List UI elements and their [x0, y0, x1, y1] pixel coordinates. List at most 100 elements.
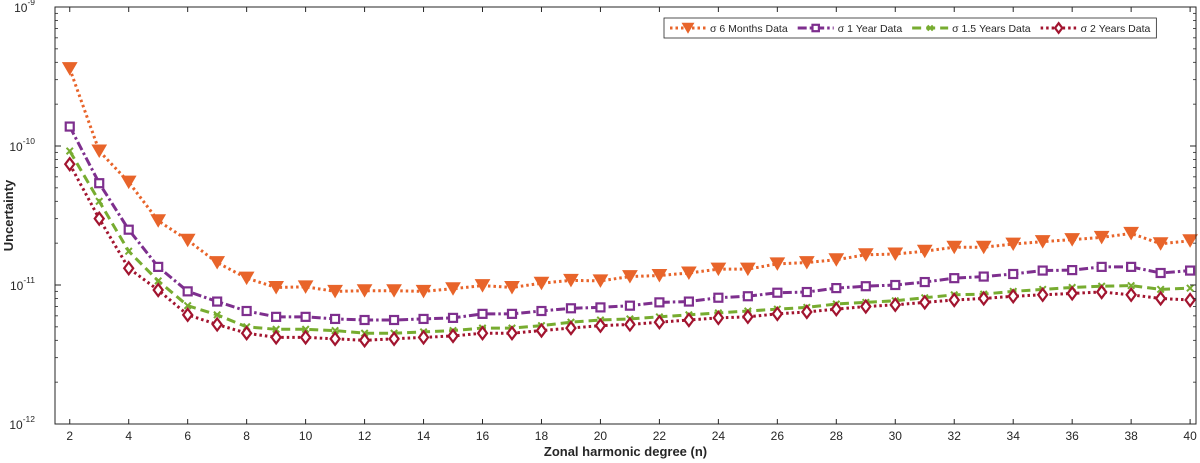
x-tick-label: 34: [1007, 429, 1021, 443]
x-tick-label: 12: [358, 429, 372, 443]
data-point: [949, 273, 960, 284]
data-point: [212, 296, 223, 307]
data-point: [565, 320, 577, 336]
data-point: [801, 286, 812, 298]
data-point: [64, 121, 75, 132]
data-point: [798, 256, 815, 270]
x-tick-label: 2: [66, 429, 73, 443]
data-point: [712, 310, 725, 326]
data-point: [654, 297, 665, 308]
series-line: [68, 68, 1191, 293]
y-tick-label: 10-12: [9, 414, 35, 432]
data-point: [1066, 285, 1079, 302]
data-point: [386, 284, 402, 298]
x-axis-title: Zonal harmonic degree (n): [544, 444, 707, 459]
data-point: [890, 279, 901, 291]
x-tick-label: 10: [299, 429, 313, 443]
x-tick-label: 38: [1124, 429, 1138, 443]
y-tick-base: 10: [9, 418, 23, 432]
data-point: [388, 314, 400, 326]
data-point: [271, 311, 282, 322]
data-point: [95, 197, 104, 206]
series-1: [64, 121, 1196, 326]
legend-swatch-marker: [1053, 21, 1064, 35]
x-tick-label: 22: [653, 429, 667, 443]
data-point: [240, 325, 253, 342]
data-point: [1008, 268, 1019, 280]
data-point: [916, 244, 933, 259]
data-point: [710, 262, 727, 277]
data-point: [1185, 265, 1196, 276]
data-point: [474, 279, 491, 293]
legend-item: σ 1 Year Data: [797, 23, 902, 35]
data-point: [358, 332, 371, 349]
y-tick-label: 10-10: [9, 136, 35, 154]
data-point: [533, 276, 550, 291]
x-tick-label: 16: [476, 429, 490, 443]
x-tick-label: 8: [243, 429, 250, 443]
data-point: [418, 313, 429, 325]
data-point: [63, 156, 76, 173]
legend-label: σ 1.5 Years Data: [952, 23, 1031, 35]
data-point: [831, 282, 842, 294]
data-point: [1005, 237, 1022, 252]
data-point: [563, 273, 579, 288]
data-point: [565, 303, 577, 314]
x-tick-label: 26: [771, 429, 785, 443]
x-tick-label: 6: [184, 429, 191, 443]
series-layer: [61, 62, 1198, 349]
data-point: [742, 291, 753, 302]
x-tick-label: 14: [417, 429, 431, 443]
data-point: [209, 256, 226, 270]
data-point: [1152, 237, 1169, 251]
data-point: [1096, 261, 1107, 272]
data-point: [329, 313, 341, 325]
y-tick-exponent: -10: [23, 136, 36, 146]
data-point: [153, 261, 164, 272]
data-point: [1095, 284, 1108, 300]
data-point: [94, 178, 105, 189]
data-point: [299, 329, 312, 346]
legend-label: σ 2 Years Data: [1081, 23, 1151, 35]
data-point: [622, 270, 638, 284]
data-point: [739, 262, 756, 277]
data-point: [356, 284, 373, 298]
data-point: [1036, 286, 1049, 303]
data-point: [124, 247, 133, 256]
data-point: [331, 326, 339, 335]
data-point: [91, 144, 108, 159]
legend-item: σ 2 Years Data: [1040, 21, 1151, 35]
data-point: [1184, 292, 1196, 308]
data-point: [857, 248, 874, 262]
data-point: [1037, 265, 1048, 276]
x-tick-label: 32: [948, 429, 962, 443]
series-0: [61, 62, 1198, 299]
data-point: [977, 290, 990, 307]
data-point: [624, 300, 636, 311]
data-point: [1064, 233, 1081, 247]
x-tick-label: 30: [889, 429, 903, 443]
data-point: [359, 314, 370, 326]
y-axis-title: Uncertainty: [1, 179, 16, 251]
data-point: [270, 329, 282, 346]
x-axis-ticks: 2 4 6 8 10 12 14 16 18 20 22 24 26 28 30 32 34 36 38 40: [66, 7, 1197, 443]
y-tick-base: 10: [14, 1, 28, 15]
data-point: [300, 311, 311, 322]
data-point: [272, 325, 281, 334]
data-point: [887, 247, 904, 262]
data-point: [150, 214, 167, 228]
data-point: [1093, 230, 1110, 245]
y-tick-exponent: -11: [23, 275, 35, 285]
data-point: [595, 302, 606, 313]
data-point: [889, 296, 902, 313]
data-point: [329, 330, 341, 347]
series-3: [63, 156, 1196, 349]
data-point: [445, 282, 461, 296]
data-point: [1155, 267, 1166, 279]
data-point: [154, 277, 163, 285]
plot-frame: [54, 6, 1197, 425]
y-tick-base: 10: [9, 140, 23, 154]
data-point: [681, 266, 697, 280]
